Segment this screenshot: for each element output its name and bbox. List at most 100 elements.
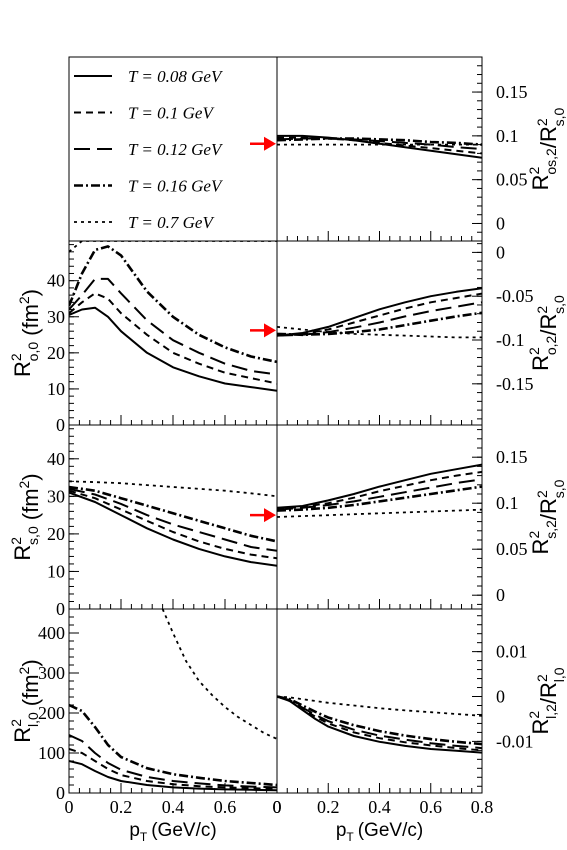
x-tick-label: 0.6	[420, 797, 443, 817]
y-axis-label: R2o,0(fm2)	[8, 289, 43, 377]
y-tick-label: 0	[496, 687, 505, 707]
x-tick-label: 0.6	[214, 797, 237, 817]
series-line-dashed	[69, 292, 277, 385]
y-tick-label: -0.15	[496, 374, 534, 394]
y-tick-label: 0	[56, 783, 65, 803]
y-axis-label: R2s,2/R2s,0	[526, 479, 567, 554]
x-axis-label: pT (GeV/c)	[336, 820, 423, 844]
series-line-dashdot	[69, 485, 277, 543]
y-tick-label: 400	[38, 623, 65, 643]
series-line-longdash	[69, 487, 277, 552]
series-line-solid	[69, 306, 277, 392]
series-line-dotted	[277, 695, 482, 717]
panel-right3: 0 0.05 0.1 0.15 R2s,2/R2s,0	[250, 424, 567, 610]
series-line-dashed	[69, 748, 277, 790]
panel-right2: -0.15 -0.1 -0.05 0 R2o,2/R2s,0	[250, 240, 567, 426]
arrow-head	[264, 323, 276, 338]
y-axis-label: R2l,2/R2l,0	[526, 667, 567, 734]
y-tick-label: 0	[496, 242, 505, 262]
series-line-dashdot	[277, 695, 482, 746]
legend: T = 0.08 GeV T = 0.1 GeV T = 0.12 GeV T = 0…	[68, 56, 278, 242]
y-tick-label: 0.01	[496, 642, 528, 662]
y-tick-label: 200	[38, 703, 65, 723]
series-line-dashdot	[277, 311, 482, 337]
y-tick-label: 0.1	[496, 493, 519, 513]
y-tick-label: 20	[47, 343, 65, 363]
y-tick-label: 100	[38, 743, 65, 763]
y-tick-label: 40	[47, 271, 65, 291]
series-line-longdash	[69, 277, 277, 376]
series-line-dashed	[277, 695, 482, 752]
series-group	[69, 609, 277, 792]
arrow-head	[264, 508, 276, 523]
arrow-head	[264, 136, 276, 151]
y-tick-label: 0.15	[496, 447, 528, 467]
x-tick-label: 0.8	[471, 797, 494, 817]
series-line-longdash	[69, 734, 277, 789]
x-tick-label: 0.2	[110, 797, 133, 817]
series-line-longdash	[277, 695, 482, 750]
panel-frame	[68, 240, 278, 426]
y-tick-label: 0.1	[496, 126, 519, 146]
y-tick-label: 30	[47, 486, 65, 506]
series-line-dotted	[69, 480, 277, 498]
series-line-dashdot	[277, 137, 482, 146]
x-tick-label: 0	[65, 797, 74, 817]
panel-right1: 0 0.05 0.1 0.15 R2os,2/R2s,0	[250, 56, 567, 242]
legend-label: T = 0.1 GeV	[128, 104, 215, 123]
legend-label: T = 0.16 GeV	[128, 177, 224, 196]
series-line-dashdot	[69, 703, 277, 787]
series-line-dashdot	[277, 485, 482, 512]
legend-label: T = 0.08 GeV	[128, 67, 224, 86]
y-axis-label: R2os,2/R2s,0	[526, 107, 567, 190]
y-tick-label: 0	[496, 213, 505, 233]
x-tick-label: 0.2	[317, 797, 340, 817]
series-group	[69, 241, 277, 392]
y-tick-label: 30	[47, 307, 65, 327]
y-tick-label: 0.05	[496, 539, 528, 559]
panel-left4: 0 100 200 300 400 0 0.2 0.4 0.6 0 R2l,0(fm2) pT (GeV…	[8, 608, 282, 844]
series-line-solid	[277, 695, 482, 754]
x-tick-label: 0	[273, 797, 282, 817]
y-tick-label: 20	[47, 524, 65, 544]
y-tick-label: 0.15	[496, 82, 528, 102]
series-line-dashdot	[69, 245, 277, 364]
series-line-solid	[277, 463, 482, 509]
x-tick-label: 0	[273, 797, 282, 817]
series-group	[277, 287, 482, 339]
series-line-solid	[277, 287, 482, 337]
series-line-dotted	[161, 609, 277, 740]
panel-frame	[68, 608, 278, 794]
series-group	[277, 134, 482, 159]
legend-label: T = 0.7 GeV	[128, 213, 215, 232]
y-tick-label: -0.05	[496, 286, 534, 306]
series-line-dashed	[69, 489, 277, 560]
series-line-dashed	[277, 470, 482, 510]
x-tick-label: 0.4	[162, 797, 185, 817]
panel-frame	[276, 424, 483, 610]
series-line-dotted	[277, 508, 482, 518]
y-tick-label: 40	[47, 449, 65, 469]
y-tick-label: -0.1	[496, 330, 525, 350]
y-tick-label: 0	[56, 599, 65, 619]
series-group	[277, 695, 482, 754]
panel-frame	[68, 424, 278, 610]
series-line-dashed	[277, 136, 482, 155]
y-tick-label: 0	[56, 415, 65, 435]
series-group	[69, 480, 277, 567]
series-line-longdash	[277, 478, 482, 511]
y-axis-label: R2s,0(fm2)	[8, 473, 43, 560]
series-group	[277, 463, 482, 518]
panel-frame	[276, 608, 483, 794]
y-tick-label: 0	[496, 585, 505, 605]
x-tick-label: 0.4	[368, 797, 391, 817]
y-tick-label: 0.05	[496, 170, 528, 190]
legend-label: T = 0.12 GeV	[128, 140, 224, 159]
series-line-solid	[69, 760, 277, 792]
y-axis-label: R2o,2/R2s,0	[526, 295, 567, 371]
panels: 00.050.10.15R2os,2/R2s,0010203040R2o,0(f…	[8, 56, 567, 844]
series-line-solid	[69, 491, 277, 567]
